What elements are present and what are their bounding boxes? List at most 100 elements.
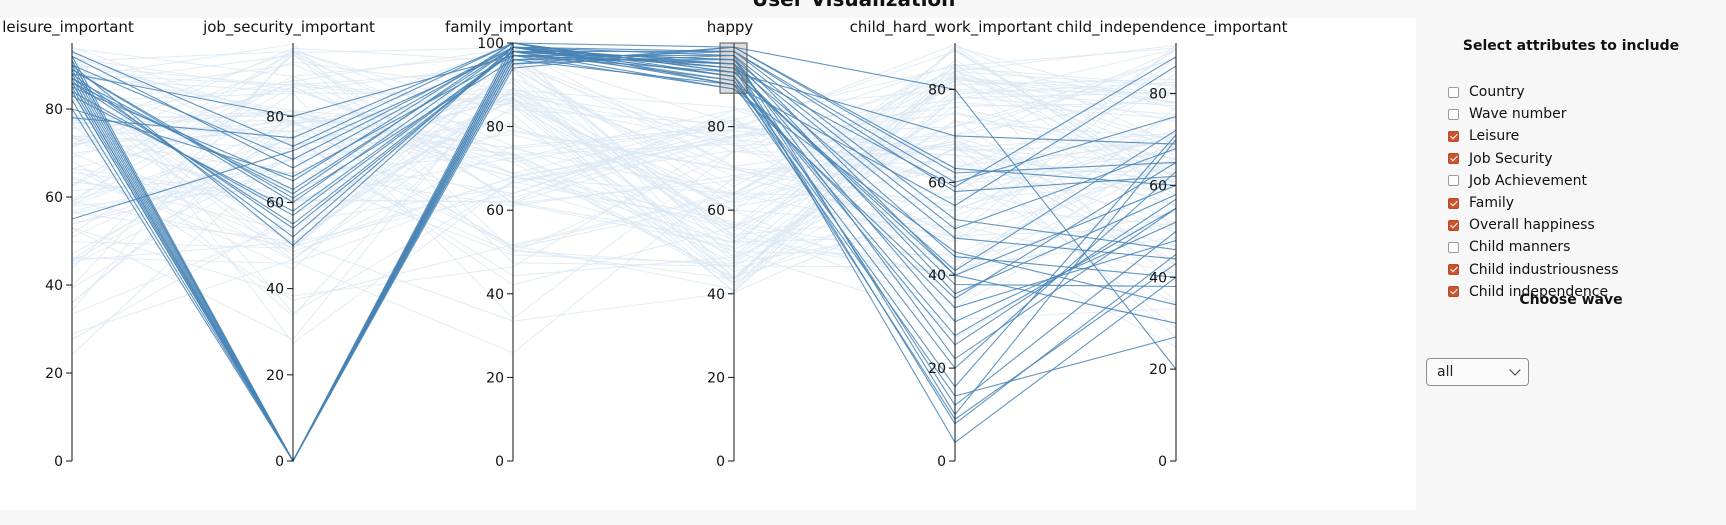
axis-title: leisure_important [2,18,134,37]
background-lines [71,43,1177,356]
brush-selection[interactable] [719,42,748,94]
background-line [71,86,1177,206]
plot-area: leisure_important 0 20 40 60 80 job_security_i… [0,18,1416,510]
background-line [71,98,1177,236]
axis-title: child_hard_work_important [850,18,1053,37]
side-panel: Select attributes to include Country Wav… [1416,18,1726,525]
background-line [71,50,1177,292]
attribute-label: Wave number [1469,106,1567,123]
attribute-item-wave-number[interactable]: Wave number [1448,103,1619,125]
checkbox-family[interactable] [1448,197,1459,209]
tick-label: 80 [266,109,284,125]
background-line [71,49,1177,238]
tick-label: 0 [1158,454,1167,470]
tick-label: 60 [266,195,284,211]
checkbox-job-achievement[interactable] [1448,175,1459,187]
polyline [71,50,1177,463]
attribute-item-leisure[interactable]: Leisure [1448,125,1619,147]
wave-select-value: all [1437,364,1454,380]
axis-title: job_security_important [202,18,375,37]
attribute-label: Child manners [1469,239,1571,256]
tick-label: 80 [486,120,504,136]
background-line [71,47,1177,147]
tick-label: 40 [928,268,946,284]
tick-label: 40 [486,287,504,303]
selected-lines [71,42,1177,463]
axis: family_important 0 20 40 60 80 100 [445,18,573,470]
axis-title: happy [707,18,754,36]
tick-label: 60 [1149,178,1167,194]
attribute-list: Country Wave number Leisure Job Security… [1448,81,1619,303]
background-line [71,67,1177,249]
background-line [71,115,1177,339]
background-line [71,71,1177,247]
checkbox-country[interactable] [1448,86,1459,98]
attribute-item-job-security[interactable]: Job Security [1448,148,1619,170]
chevron-down-icon [1509,364,1521,376]
background-line [71,185,1177,320]
tick-label: 20 [707,370,725,386]
tick-label: 0 [716,454,725,470]
attribute-item-child-manners[interactable]: Child manners [1448,236,1619,258]
attribute-item-child-independence[interactable]: Child independence [1448,281,1619,303]
background-line [71,57,1177,304]
axes: leisure_important 0 20 40 60 80 job_security_i… [2,18,1287,470]
background-line [71,45,1177,263]
axis: leisure_important 0 20 40 60 80 [2,18,134,470]
background-line [71,139,1177,252]
parallel-coordinates-chart[interactable]: leisure_important 0 20 40 60 80 job_security_i… [0,18,1416,510]
polyline [71,42,1177,272]
attribute-label: Job Security [1469,150,1553,167]
checkbox-job-security[interactable] [1448,153,1459,165]
background-line [71,60,1177,207]
polyline [71,54,1177,145]
wave-select[interactable]: all [1426,358,1529,386]
tick-label: 0 [495,454,504,470]
tick-label: 0 [937,454,946,470]
checkbox-leisure[interactable] [1448,130,1459,142]
checkbox-child-independence[interactable] [1448,286,1459,298]
background-line [71,102,1177,277]
background-line [71,82,1177,273]
background-line [71,55,1177,243]
tick-label: 60 [928,175,946,191]
polyline [71,46,1177,247]
attribute-item-country[interactable]: Country [1448,81,1619,103]
axis: child_independence_important 0 20 40 60 80 [1056,18,1287,470]
background-line [71,91,1177,244]
polyline [71,54,1177,463]
attribute-label: Leisure [1469,128,1520,145]
checkbox-child-industriousness[interactable] [1448,264,1459,276]
background-line [71,43,1177,267]
background-line [71,72,1177,239]
background-line [71,51,1177,268]
attribute-item-family[interactable]: Family [1448,192,1619,214]
axis: happy 0 20 40 60 80 [707,18,754,470]
background-line [71,47,1177,226]
background-line [71,68,1177,250]
attribute-label: Family [1469,195,1515,212]
attribute-item-job-achievement[interactable]: Job Achievement [1448,170,1619,192]
background-line [71,43,1177,169]
tick-label: 60 [486,203,504,219]
page-title: User Visualization [752,0,955,11]
wave-heading: Choose wave [1519,292,1623,308]
background-line [71,79,1177,257]
attribute-item-overall-happiness[interactable]: Overall happiness [1448,214,1619,236]
checkbox-child-manners[interactable] [1448,241,1459,253]
axis: job_security_important 0 20 40 60 80 [202,18,375,470]
axis-title: child_independence_important [1056,18,1287,37]
checkbox-wave-number[interactable] [1448,108,1459,120]
tick-label: 60 [707,203,725,219]
background-line [71,109,1177,341]
axis: child_hard_work_important 0 20 40 60 80 [850,18,1053,470]
checkbox-overall-happiness[interactable] [1448,219,1459,231]
attribute-label: Overall happiness [1469,217,1595,234]
background-line [71,110,1177,262]
polyline [71,46,1177,463]
tick-label: 20 [266,368,284,384]
tick-label: 20 [928,361,946,377]
background-line [71,136,1177,207]
tick-label: 0 [54,454,63,470]
attribute-item-child-industriousness[interactable]: Child industriousness [1448,259,1619,281]
